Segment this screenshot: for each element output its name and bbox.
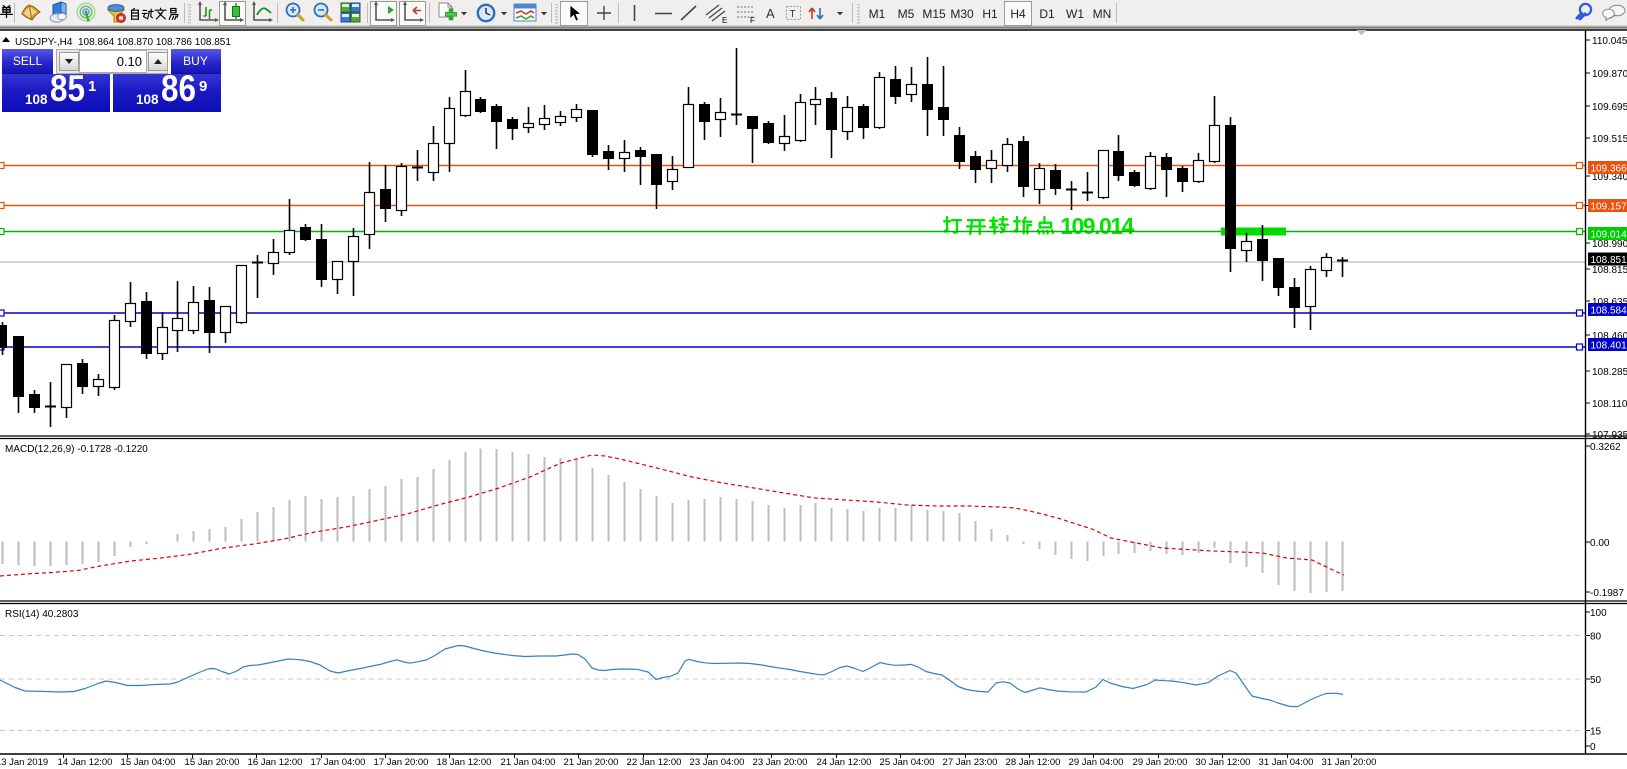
svg-text:14 Jan 12:00: 14 Jan 12:00: [58, 757, 113, 768]
svg-text:108.635: 108.635: [1592, 297, 1627, 308]
svg-text:108.401: 108.401: [1591, 341, 1627, 352]
svg-text:108.110: 108.110: [1592, 399, 1627, 410]
svg-text:-0.1987: -0.1987: [1590, 588, 1624, 599]
svg-text:109.014: 109.014: [1060, 213, 1134, 239]
svg-text:15 Jan 20:00: 15 Jan 20:00: [185, 757, 240, 768]
svg-text:29 Jan 04:00: 29 Jan 04:00: [1069, 757, 1124, 768]
svg-text:D1: D1: [1039, 7, 1055, 21]
svg-text:50: 50: [1590, 675, 1602, 686]
svg-text:T: T: [790, 9, 796, 20]
svg-text:109.515: 109.515: [1592, 134, 1627, 145]
svg-text:109.366: 109.366: [1591, 164, 1627, 175]
svg-text:17 Jan 20:00: 17 Jan 20:00: [374, 757, 429, 768]
svg-text:108.584: 108.584: [1591, 306, 1627, 317]
svg-text:109.340: 109.340: [1592, 172, 1627, 183]
svg-text:107.935: 107.935: [1592, 430, 1627, 441]
svg-text:USDJPY-,H4 108.864 108.870 10: USDJPY-,H4 108.864 108.870 108.786 108.8…: [15, 37, 231, 48]
svg-text:23 Jan 04:00: 23 Jan 04:00: [690, 757, 745, 768]
svg-text:MN: MN: [1093, 7, 1112, 21]
svg-text:24 Jan 12:00: 24 Jan 12:00: [817, 757, 872, 768]
svg-text:RSI(14) 40.2803: RSI(14) 40.2803: [5, 609, 79, 620]
svg-text:16 Jan 12:00: 16 Jan 12:00: [248, 757, 303, 768]
svg-text:13 Jan 2019: 13 Jan 2019: [0, 757, 48, 768]
svg-text:E: E: [722, 16, 727, 25]
svg-text:25 Jan 04:00: 25 Jan 04:00: [880, 757, 935, 768]
svg-text:30 Jan 12:00: 30 Jan 12:00: [1196, 757, 1251, 768]
svg-text:M30: M30: [950, 7, 974, 21]
svg-text:27 Jan 23:00: 27 Jan 23:00: [943, 757, 998, 768]
svg-text:W1: W1: [1066, 7, 1084, 21]
svg-text:15: 15: [1590, 727, 1602, 738]
svg-text:108.851: 108.851: [1591, 255, 1627, 266]
svg-text:MACD(12,26,9) -0.1728 -0.1220: MACD(12,26,9) -0.1728 -0.1220: [5, 444, 148, 455]
svg-text:108.460: 108.460: [1592, 331, 1627, 342]
svg-text:31 Jan 04:00: 31 Jan 04:00: [1259, 757, 1314, 768]
svg-text:23 Jan 20:00: 23 Jan 20:00: [753, 757, 808, 768]
svg-text:108.815: 108.815: [1592, 265, 1627, 276]
svg-text:109.695: 109.695: [1592, 102, 1627, 113]
svg-text:22 Jan 12:00: 22 Jan 12:00: [627, 757, 682, 768]
svg-text:0: 0: [1590, 742, 1596, 753]
svg-text:17 Jan 04:00: 17 Jan 04:00: [311, 757, 366, 768]
svg-text:29 Jan 20:00: 29 Jan 20:00: [1133, 757, 1188, 768]
svg-text:21 Jan 04:00: 21 Jan 04:00: [501, 757, 556, 768]
svg-text:80: 80: [1590, 632, 1602, 643]
svg-text:21 Jan 20:00: 21 Jan 20:00: [564, 757, 619, 768]
svg-text:A: A: [766, 6, 775, 21]
svg-text:0.00: 0.00: [1590, 538, 1610, 549]
svg-text:108.990: 108.990: [1592, 239, 1627, 250]
svg-text:108.285: 108.285: [1592, 367, 1627, 378]
svg-text:100: 100: [1590, 608, 1607, 619]
svg-text:109.870: 109.870: [1592, 69, 1627, 80]
svg-text:109.157: 109.157: [1591, 202, 1627, 213]
svg-text:109.014: 109.014: [1591, 230, 1627, 241]
svg-text:M5: M5: [898, 7, 915, 21]
svg-text:H4: H4: [1010, 7, 1026, 21]
svg-text:M15: M15: [922, 7, 946, 21]
svg-text:0.3262: 0.3262: [1590, 442, 1621, 453]
svg-text:31 Jan 20:00: 31 Jan 20:00: [1322, 757, 1377, 768]
svg-text:F: F: [750, 16, 755, 25]
svg-text:H1: H1: [982, 7, 998, 21]
svg-text:110.045: 110.045: [1592, 36, 1627, 47]
svg-text:M1: M1: [869, 7, 886, 21]
svg-text:28 Jan 12:00: 28 Jan 12:00: [1006, 757, 1061, 768]
svg-text:15 Jan 04:00: 15 Jan 04:00: [121, 757, 176, 768]
svg-text:18 Jan 12:00: 18 Jan 12:00: [437, 757, 492, 768]
